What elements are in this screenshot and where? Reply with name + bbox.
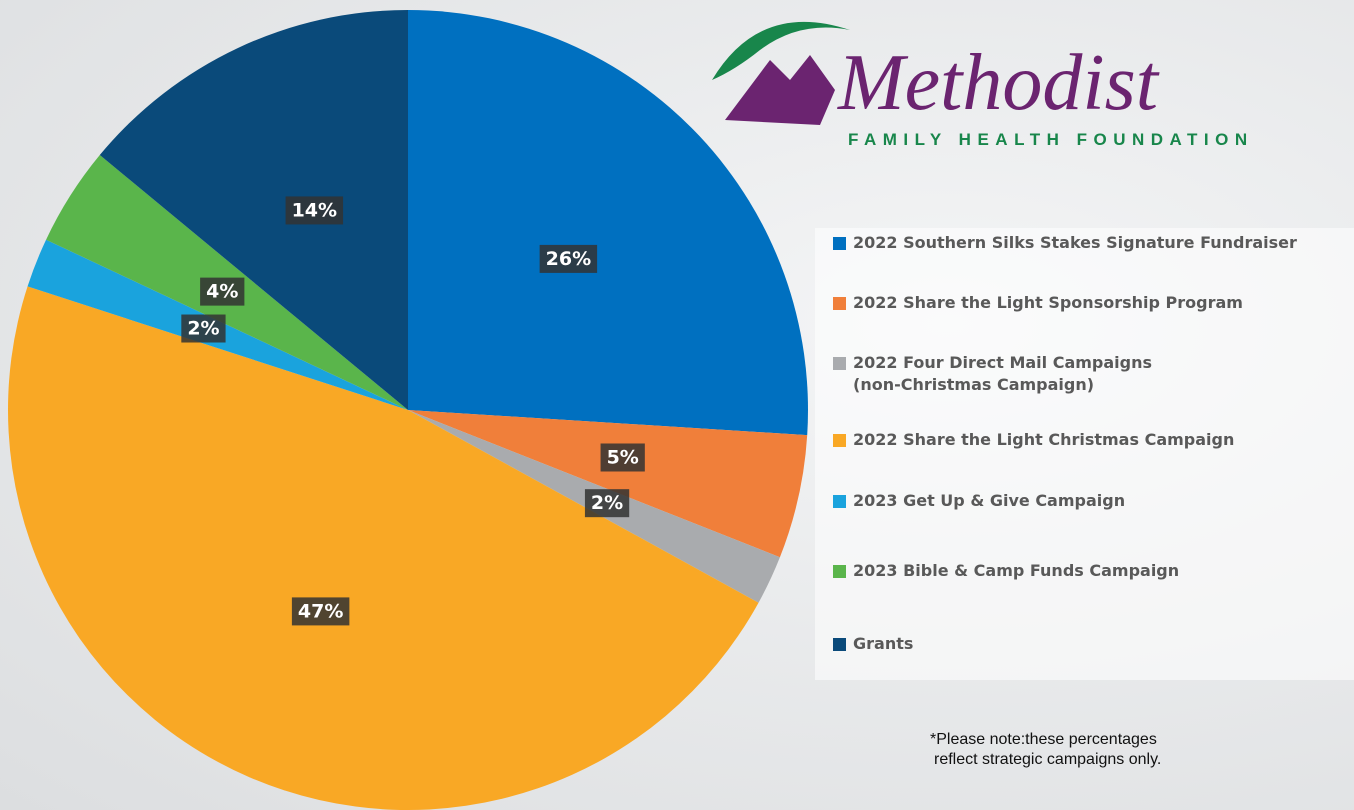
pie-slice — [408, 10, 809, 436]
legend-label: 2022 Four Direct Mail Campaigns (non-Chr… — [853, 353, 1153, 394]
data-label-box — [600, 443, 645, 472]
data-label-box — [539, 244, 598, 273]
data-label: 2% — [187, 318, 219, 340]
legend: 2022 Southern Silks Stakes Signature Fun… — [815, 228, 1354, 680]
data-label-group: 14% — [285, 196, 344, 225]
data-label-group: 2% — [584, 489, 630, 518]
legend-label: 2022 Share the Light Christmas Campaign — [853, 430, 1235, 449]
legend-label: 2022 Share the Light Sponsorship Program — [853, 293, 1243, 312]
brand-tagline: FAMILY HEALTH FOUNDATION — [848, 130, 1254, 149]
legend-item: Grants — [833, 633, 913, 655]
data-label: 5% — [607, 446, 639, 468]
data-label: 2% — [591, 492, 623, 514]
data-label-box — [181, 314, 226, 343]
legend-swatch — [833, 237, 846, 250]
legend-item: 2022 Four Direct Mail Campaigns (non-Chr… — [833, 352, 1152, 396]
data-label-group: 4% — [200, 277, 245, 306]
note-line: reflect strategic campaigns only. — [934, 751, 1162, 768]
data-label: 4% — [206, 281, 238, 303]
brand-name: Methodist — [838, 39, 1158, 127]
pie-chart: 26% 5% 2% 47% 2% 4% 14% — [8, 10, 809, 810]
legend-label: 2022 Southern Silks Stakes Signature Fun… — [853, 233, 1297, 252]
note-line: *Please note:these percentages — [930, 731, 1157, 748]
data-label-box — [584, 489, 630, 518]
legend-swatch — [833, 638, 846, 651]
data-label-box — [285, 196, 344, 225]
data-label-group: 5% — [600, 443, 645, 472]
legend-swatch — [833, 495, 846, 508]
legend-item: 2023 Bible & Camp Funds Campaign — [833, 560, 1179, 582]
data-label: 47% — [298, 600, 343, 622]
legend-swatch — [833, 297, 846, 310]
pie-slice — [8, 286, 759, 810]
legend-item: 2022 Share the Light Sponsorship Program — [833, 292, 1243, 314]
note: *Please note:these percentages reflect s… — [930, 730, 1161, 770]
data-label-group: 26% — [539, 244, 598, 273]
legend-item: 2022 Share the Light Christmas Campaign — [833, 429, 1234, 451]
legend-label: 2023 Get Up & Give Campaign — [853, 491, 1126, 510]
data-label-group: 47% — [291, 597, 350, 626]
pie-slice — [408, 410, 808, 558]
legend-label: 2023 Bible & Camp Funds Campaign — [853, 561, 1180, 580]
legend-swatch — [833, 434, 846, 447]
data-label-box — [291, 597, 350, 626]
legend-swatch — [833, 565, 846, 578]
legend-item: 2023 Get Up & Give Campaign — [833, 490, 1125, 512]
data-label-box — [200, 277, 245, 306]
legend-label: Grants — [853, 634, 914, 653]
legend-swatch — [833, 357, 846, 370]
data-label-group: 2% — [181, 314, 226, 343]
legend-item: 2022 Southern Silks Stakes Signature Fun… — [833, 232, 1297, 254]
pie-slice — [99, 10, 408, 410]
data-label: 26% — [546, 248, 591, 270]
data-label: 14% — [292, 199, 337, 221]
